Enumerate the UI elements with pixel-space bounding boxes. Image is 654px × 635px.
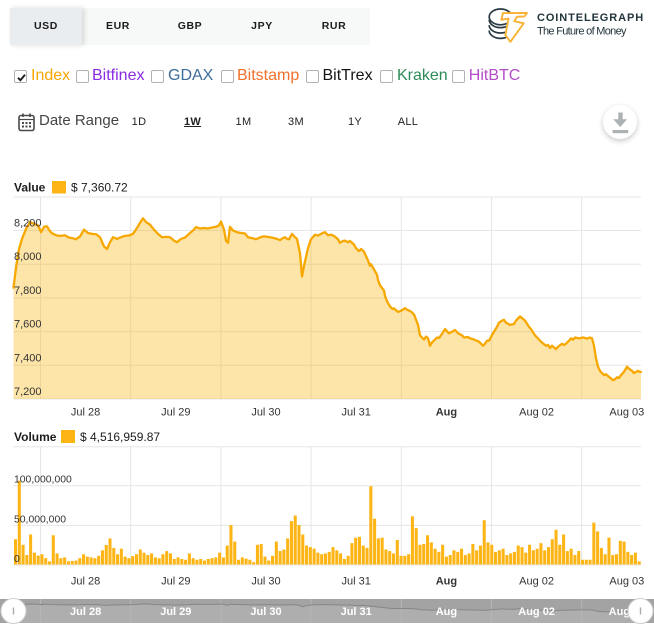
svg-text:50,000,000: 50,000,000 [14, 514, 66, 525]
svg-text:$ 7,360.72: $ 7,360.72 [71, 181, 128, 195]
svg-text:Jul 28: Jul 28 [71, 407, 100, 419]
svg-text:100,000,000: 100,000,000 [14, 475, 72, 486]
svg-text:0: 0 [14, 554, 20, 565]
svg-text:8,200: 8,200 [14, 218, 42, 230]
svg-text:7,600: 7,600 [14, 319, 42, 331]
svg-text:The Future of Money: The Future of Money [537, 26, 627, 38]
svg-text:Aug 03: Aug 03 [609, 407, 644, 419]
svg-text:Jul 31: Jul 31 [342, 576, 371, 588]
svg-text:COINTELEGRAPH: COINTELEGRAPH [537, 12, 644, 24]
svg-text:Jul 31: Jul 31 [342, 407, 371, 419]
svg-text:Jul 29: Jul 29 [161, 407, 190, 419]
svg-text:Jul 28: Jul 28 [71, 576, 100, 588]
svg-text:Aug 02: Aug 02 [519, 407, 554, 419]
svg-text:Aug: Aug [436, 606, 457, 618]
svg-text:Aug: Aug [436, 407, 457, 419]
svg-text:Aug: Aug [436, 576, 457, 588]
svg-text:Jul 30: Jul 30 [251, 576, 280, 588]
svg-text:7,800: 7,800 [14, 285, 42, 297]
svg-text:Jul 28: Jul 28 [70, 606, 101, 618]
svg-text:7,400: 7,400 [14, 352, 42, 364]
svg-text:Jul 29: Jul 29 [161, 576, 190, 588]
svg-text:Jul 29: Jul 29 [160, 606, 191, 618]
svg-text:Volume: Volume [14, 430, 57, 444]
svg-text:Value: Value [14, 181, 46, 195]
svg-text:Jul 31: Jul 31 [341, 606, 372, 618]
svg-text:$ 4,516,959.87: $ 4,516,959.87 [80, 430, 160, 444]
svg-text:Aug 02: Aug 02 [519, 576, 554, 588]
svg-text:8,000: 8,000 [14, 251, 42, 263]
svg-text:Aug 03: Aug 03 [609, 576, 644, 588]
svg-text:Aug 02: Aug 02 [518, 606, 555, 618]
svg-text:Jul 30: Jul 30 [250, 606, 281, 618]
svg-text:7,200: 7,200 [14, 386, 42, 398]
svg-text:Jul 30: Jul 30 [251, 407, 280, 419]
